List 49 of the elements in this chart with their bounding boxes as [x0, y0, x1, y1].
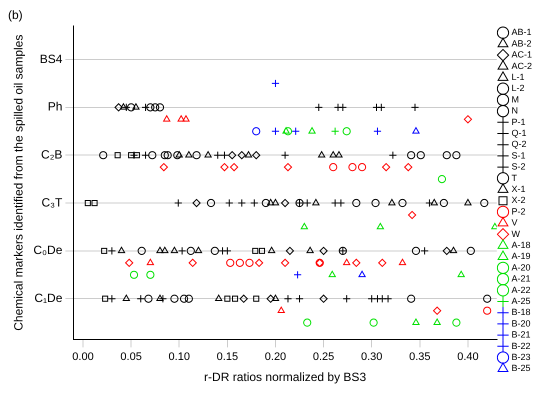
legend-label: A-18	[511, 240, 531, 250]
legend-label: A-20	[511, 262, 531, 272]
legend-label: L-2	[511, 83, 525, 94]
legend-label: Q-2	[511, 139, 527, 150]
x-tick-label: 0.05	[120, 351, 142, 364]
y-tick-label: Ph	[48, 100, 62, 114]
legend-label: L-1	[511, 72, 525, 82]
x-tick-label: 0.10	[168, 351, 190, 364]
legend-label: AB-2	[511, 38, 532, 48]
legend-label: A-25	[511, 296, 531, 306]
x-tick-label: 0.00	[72, 351, 94, 364]
x-tick-label: 0.20	[264, 351, 286, 364]
legend-label: V	[511, 218, 518, 228]
text: (b)	[8, 8, 23, 22]
legend-label: B-21	[511, 330, 531, 340]
x-tick-label: 0.15	[216, 351, 238, 364]
legend-label: B-25	[511, 363, 531, 374]
legend-label: B-20	[511, 318, 531, 328]
legend-label: B-18	[511, 307, 531, 318]
legend-label: A-19	[511, 251, 531, 262]
legend-label: X-1	[511, 184, 526, 194]
legend-label: X-2	[511, 195, 526, 206]
x-tick-label: 0.35	[409, 351, 431, 364]
x-tick-label: 0.30	[360, 351, 382, 364]
legend-label: P-2	[511, 206, 526, 216]
legend-label: T	[511, 172, 518, 183]
legend-label: A-22	[511, 284, 531, 295]
y-axis-title: Chemical markers identified from the spilled oil samples	[12, 34, 26, 331]
legend-label: S-2	[511, 162, 526, 172]
y-tick-label: C₂B	[41, 148, 62, 162]
legend-label: AB-1	[511, 27, 532, 38]
legend-label: S-1	[511, 150, 526, 160]
x-axis-title: r-DR ratios normalized by BS3	[204, 370, 366, 384]
legend-label: N	[511, 106, 518, 116]
y-tick-label: C₀De	[33, 243, 63, 258]
y-tick-label: BS4	[40, 52, 63, 66]
x-tick-label: 0.40	[457, 351, 479, 364]
legend-label: Q-1	[511, 128, 527, 138]
legend-label: AC-2	[511, 60, 532, 71]
legend-label: AC-1	[511, 50, 532, 60]
x-tick-label: 0.25	[312, 351, 334, 364]
legend-label: M	[511, 94, 519, 104]
legend-label: A-21	[511, 274, 531, 284]
y-tick-label: C₁De	[34, 291, 63, 306]
legend-label: P-1	[511, 116, 526, 127]
legend-label: W	[511, 228, 520, 239]
legend-label: B-23	[511, 352, 531, 362]
legend-label: B-22	[511, 340, 531, 351]
y-tick-label: C₃T	[41, 195, 64, 210]
